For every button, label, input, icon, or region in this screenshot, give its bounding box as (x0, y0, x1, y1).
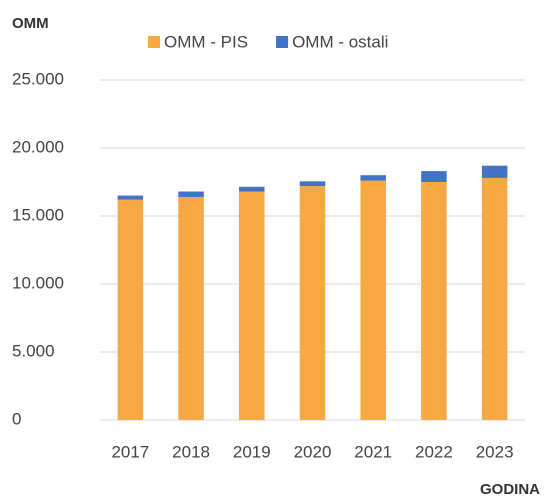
x-tick-label: 2022 (415, 442, 453, 461)
bar-segment (178, 196, 204, 420)
x-axis-title: GODINA (480, 481, 540, 498)
y-axis-title: OMM (12, 15, 49, 32)
bar-segment (421, 182, 447, 420)
legend-label: OMM - ostali (292, 32, 388, 51)
x-tick-label: 2021 (354, 442, 392, 461)
bar-segment (360, 175, 386, 181)
x-tick-label: 2017 (111, 442, 149, 461)
bar-segment (239, 191, 265, 420)
x-tick-label: 2023 (476, 442, 514, 461)
bar-segment (117, 199, 144, 420)
y-tick-label: 0 (12, 409, 21, 428)
bar-segment (299, 186, 326, 420)
x-tick-label: 2020 (294, 442, 332, 461)
y-tick-label: 25.000 (12, 69, 64, 88)
legend-swatch (148, 36, 160, 48)
bar-segment (239, 186, 265, 192)
legend-label: OMM - PIS (164, 32, 248, 51)
y-tick-label: 5.000 (12, 341, 55, 360)
bar-segment (481, 165, 508, 178)
x-tick-label: 2019 (233, 442, 271, 461)
bar-segment (481, 177, 508, 420)
y-tick-label: 10.000 (12, 273, 64, 292)
bar-segment (421, 171, 447, 182)
bar-segment (299, 181, 326, 187)
x-tick-label: 2018 (172, 442, 210, 461)
y-tick-label: 15.000 (12, 205, 64, 224)
legend-swatch (276, 36, 289, 48)
bar-segment (360, 180, 386, 420)
bar-segment (117, 195, 144, 200)
bar-segment (178, 191, 204, 197)
y-tick-label: 20.000 (12, 137, 64, 156)
